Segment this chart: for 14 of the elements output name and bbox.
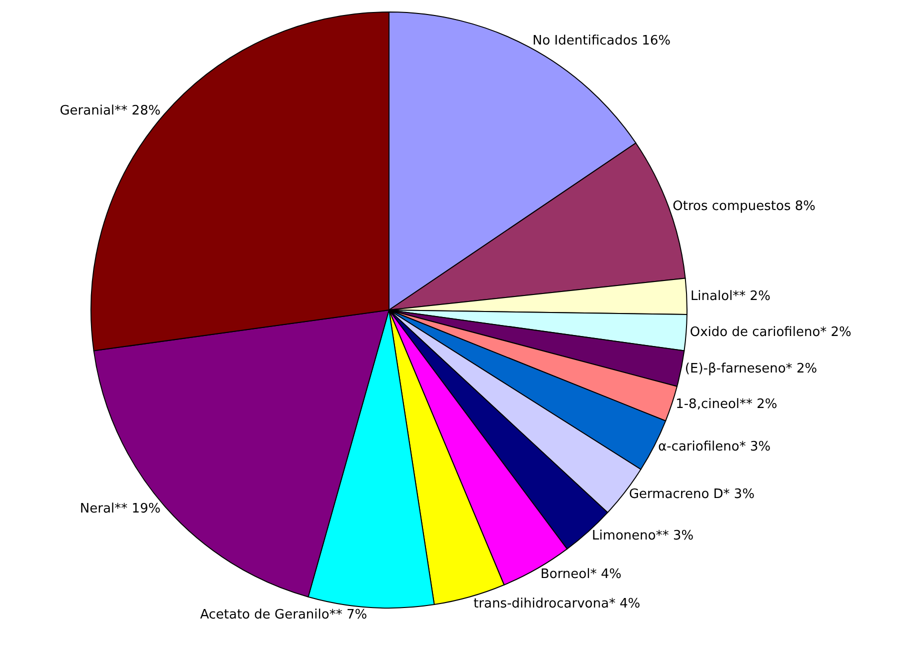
slice-label: trans-dihidrocarvona* 4% [474, 596, 640, 612]
slice-label: Otros compuestos 8% [672, 199, 816, 214]
slice-label: Linalol** 2% [690, 288, 770, 304]
slice-label: Acetato de Geranilo** 7% [200, 607, 368, 622]
slice-label: Limoneno** 3% [592, 528, 694, 544]
slice-label: Geranial** 28% [60, 103, 161, 118]
slice-label: (E)-β-farneseno* 2% [684, 361, 818, 376]
slice-label: Neral** 19% [80, 502, 161, 517]
slice-label: α-cariofileno* 3% [658, 440, 771, 455]
slice-label: Borneol* 4% [540, 566, 622, 582]
slice-label: Germacreno D* 3% [628, 487, 755, 502]
slice-label: No Identificados 16% [532, 33, 671, 48]
slice-label: Oxido de cariofileno* 2% [690, 325, 852, 340]
slice-label: 1-8,cineol** 2% [676, 397, 778, 412]
